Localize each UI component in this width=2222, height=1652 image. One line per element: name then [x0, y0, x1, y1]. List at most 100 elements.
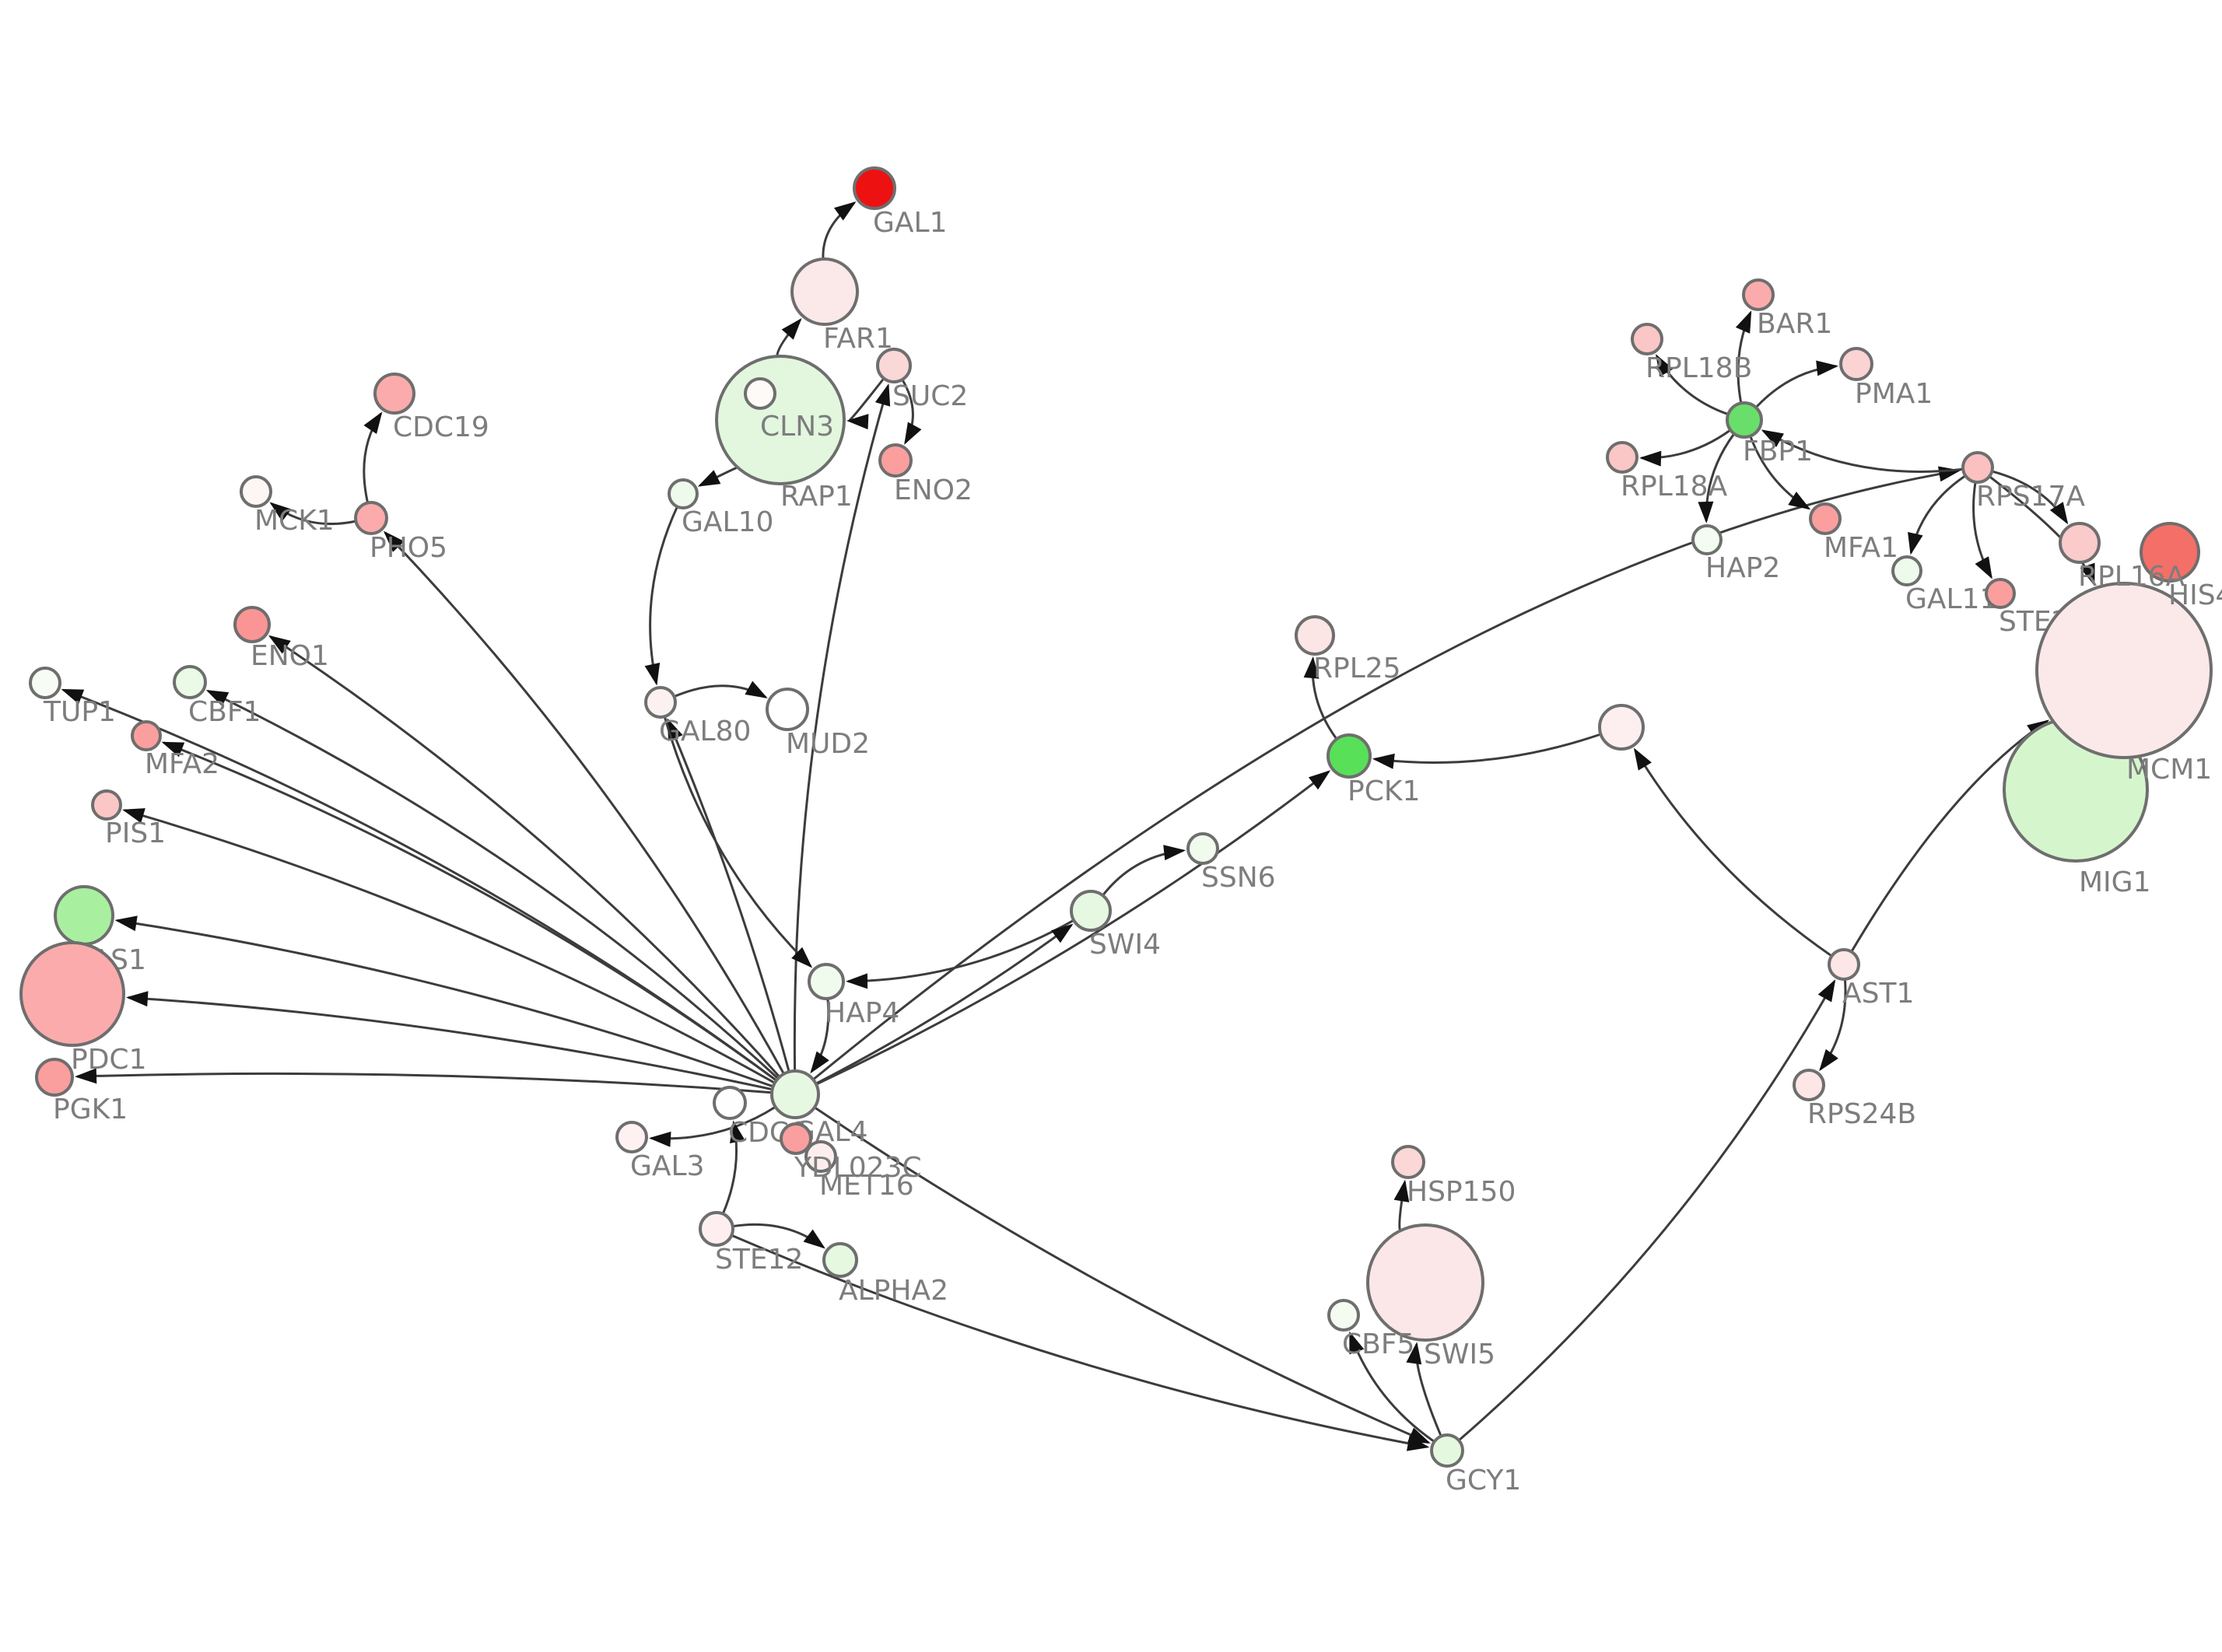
node-RPS17A[interactable]	[1961, 451, 1994, 484]
edge-PHO5-MCK1[interactable]	[269, 502, 356, 526]
node-CBF1[interactable]	[173, 665, 207, 699]
edge-STE12-ALPHA2[interactable]	[732, 1223, 825, 1249]
edge-PCK1-RPL25[interactable]	[1303, 656, 1338, 740]
edge-FBP1-MFA1[interactable]	[1749, 436, 1811, 510]
edge-SUC2-CLN3[interactable]	[846, 377, 885, 429]
node-SSN6[interactable]	[1186, 832, 1219, 865]
node-RPL18B[interactable]	[1631, 323, 1663, 355]
edge-GAL4-PIS1[interactable]	[122, 808, 776, 1084]
node-RPS24B[interactable]	[1793, 1069, 1825, 1101]
node-MUD2[interactable]	[766, 688, 809, 731]
edge-PHO5-CDC19[interactable]	[363, 411, 383, 503]
edge-node_u1-PCK1[interactable]	[1372, 733, 1601, 769]
edge-CLN3-FAR1[interactable]	[776, 318, 802, 357]
node-GAL10[interactable]	[668, 478, 699, 509]
node-GCY1[interactable]	[1430, 1433, 1464, 1468]
node-MFA2[interactable]	[131, 720, 162, 751]
node-MFA1[interactable]	[1809, 502, 1842, 535]
node-MCK1[interactable]	[240, 475, 272, 508]
node-CBF5[interactable]	[1327, 1299, 1360, 1332]
node-ENO1[interactable]	[233, 606, 271, 643]
edge-RPS17A-STE2[interactable]	[1972, 481, 1992, 579]
edge-STE12-GCY1[interactable]	[731, 1234, 1430, 1451]
node-GAL80[interactable]	[644, 686, 677, 719]
edge-RPS17A-GAL11[interactable]	[1908, 474, 1967, 555]
edge-SWI4-SSN6[interactable]	[1102, 845, 1186, 897]
node-FBP1[interactable]	[1726, 401, 1763, 439]
node-STE2[interactable]	[1985, 578, 2016, 609]
edge-GAL4-PDC1[interactable]	[125, 991, 773, 1091]
node-PHO5[interactable]	[354, 501, 388, 535]
node-PGK1[interactable]	[35, 1058, 74, 1097]
edge-GAL4-GCY1[interactable]	[814, 1106, 1431, 1444]
edge-FBP1-PMA1[interactable]	[1754, 360, 1839, 408]
node-MET16[interactable]	[804, 1140, 837, 1173]
edge-AST1-RPS24B[interactable]	[1819, 978, 1847, 1072]
edge-GCY1-SWI5[interactable]	[1406, 1342, 1442, 1437]
edge-FAR1-GAL1[interactable]	[822, 201, 857, 260]
edge-GAL4-PGK1[interactable]	[75, 1068, 773, 1094]
edge-AST1-node_u1[interactable]	[1633, 747, 1833, 957]
node-TUP1[interactable]	[29, 667, 61, 699]
node-YDL023C[interactable]	[780, 1122, 812, 1155]
node-GAL4[interactable]	[770, 1069, 820, 1119]
node-HSP150[interactable]	[1391, 1145, 1425, 1179]
node-CLN3[interactable]	[715, 355, 846, 485]
edge-GAL10-GAL80[interactable]	[644, 506, 678, 686]
edge-GAL80-HAP4[interactable]	[663, 716, 813, 968]
node-MCM1[interactable]	[2035, 582, 2213, 759]
node-SWI5[interactable]	[1366, 1223, 1484, 1342]
edge-SWI4-HAP4[interactable]	[846, 919, 1074, 989]
node-PMA1[interactable]	[1839, 347, 1873, 381]
edge-GAL4-MFA2[interactable]	[161, 741, 777, 1082]
edge-GAL4-GAL3[interactable]	[649, 1105, 776, 1147]
edge-GAL4-RPS17A[interactable]	[812, 466, 1961, 1081]
edge-SWI5-HSP150[interactable]	[1393, 1179, 1410, 1232]
edge-GAL4-CBF1[interactable]	[205, 689, 780, 1080]
edge-HAP4-GAL4[interactable]	[810, 998, 830, 1074]
edge-FBP1-RPL18B[interactable]	[1656, 354, 1729, 416]
edge-GAL4-SUC2[interactable]	[793, 383, 891, 1072]
node-RPL25[interactable]	[1295, 615, 1335, 656]
node-node_u1[interactable]	[1598, 704, 1645, 751]
edge-GAL4-PHO5[interactable]	[383, 530, 785, 1075]
edge-SUC2-ENO2[interactable]	[901, 379, 922, 445]
edge-GAL4-SWI4[interactable]	[815, 923, 1074, 1085]
node-ALPHA2[interactable]	[822, 1242, 858, 1278]
node-RPL16A[interactable]	[2059, 522, 2101, 564]
node-HAP4[interactable]	[808, 963, 845, 1000]
edge-GAL4-PCK1[interactable]	[815, 770, 1331, 1086]
node-HAP2[interactable]	[1691, 524, 1723, 555]
node-GAL1[interactable]	[853, 166, 896, 210]
node-CDC19[interactable]	[373, 373, 415, 415]
node-AST1[interactable]	[1828, 948, 1860, 981]
edge-FBP1-BAR1[interactable]	[1735, 310, 1752, 404]
edge-GAL80-MUD2[interactable]	[673, 681, 768, 698]
node-SWI4[interactable]	[1070, 890, 1112, 932]
edge-GCY1-AST1[interactable]	[1458, 979, 1836, 1442]
edge-STE12-CDC6[interactable]	[721, 1120, 745, 1215]
edge-GAL4-RAS1[interactable]	[114, 915, 774, 1088]
edge-RPS17A-FBP1[interactable]	[1761, 429, 1964, 473]
node-CDC6[interactable]	[713, 1086, 747, 1120]
node-BAR1[interactable]	[1742, 278, 1775, 311]
edge-GAL4-GAL80[interactable]	[667, 718, 790, 1073]
node-FAR1[interactable]	[790, 257, 859, 326]
node-GAL3[interactable]	[615, 1121, 648, 1153]
node-HIS4[interactable]	[2140, 522, 2200, 583]
edge-RPS17A-RPL16A[interactable]	[1991, 470, 2069, 525]
edge-AST1-MCM1[interactable]	[1850, 719, 2050, 953]
node-RAP1[interactable]	[744, 377, 776, 410]
node-STE12[interactable]	[699, 1211, 734, 1247]
node-PDC1[interactable]	[19, 941, 125, 1047]
node-SUC2[interactable]	[876, 348, 912, 383]
edge-FBP1-HAP2[interactable]	[1698, 432, 1736, 523]
node-PIS1[interactable]	[91, 789, 122, 821]
node-GAL11[interactable]	[1891, 555, 1922, 586]
edge-CLN3-GAL10[interactable]	[697, 466, 739, 487]
edge-GAL4-ENO1[interactable]	[268, 635, 781, 1078]
node-ENO2[interactable]	[878, 443, 913, 478]
edge-FBP1-RPL18A[interactable]	[1639, 429, 1732, 467]
node-RPL18A[interactable]	[1606, 441, 1638, 474]
